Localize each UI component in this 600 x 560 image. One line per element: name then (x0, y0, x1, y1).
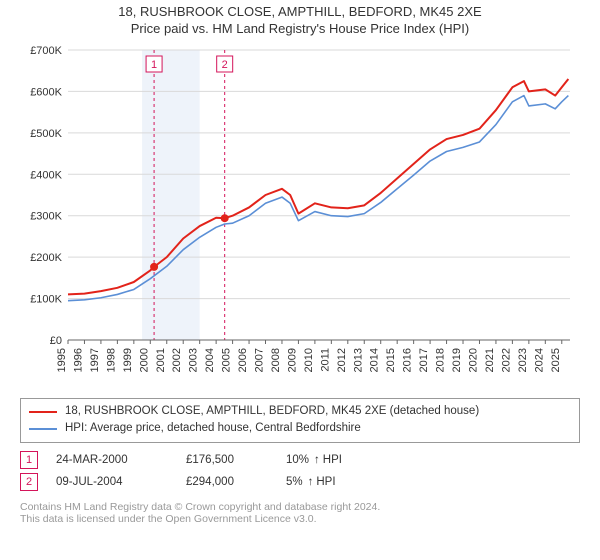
x-tick-label: 2020 (467, 348, 479, 372)
title-block: 18, RUSHBROOK CLOSE, AMPTHILL, BEDFORD, … (0, 0, 600, 36)
x-tick-label: 2001 (155, 348, 167, 372)
footer-line-2: This data is licensed under the Open Gov… (20, 513, 580, 525)
chart-title: 18, RUSHBROOK CLOSE, AMPTHILL, BEDFORD, … (0, 4, 600, 19)
sale-hpi: 5% ↑HPI (286, 476, 336, 488)
arrow-up-icon: ↑ (314, 454, 320, 466)
x-tick-label: 2004 (204, 348, 216, 372)
y-tick-label: £600K (30, 86, 62, 98)
sale-hpi-pct: 10% (286, 454, 309, 466)
footer-line-1: Contains HM Land Registry data © Crown c… (20, 501, 580, 513)
x-tick-label: 2022 (500, 348, 512, 372)
x-tick-label: 2002 (171, 348, 183, 372)
y-tick-label: £500K (30, 128, 62, 140)
chart-area: £0 £100K £200K £300K £400K £500K £600K £700K 1 2 1… (20, 42, 580, 392)
sale-hpi-pct: 5% (286, 476, 303, 488)
x-tick-label: 2005 (221, 348, 233, 372)
sales-table: 124-MAR-2000£176,50010%↑HPI209-JUL-2004£… (20, 449, 580, 493)
legend-label: 18, RUSHBROOK CLOSE, AMPTHILL, BEDFORD, … (65, 403, 479, 420)
x-tick-label: 1996 (72, 348, 84, 372)
x-tick-label: 2024 (533, 348, 545, 372)
y-tick-label: £100K (30, 294, 62, 306)
x-tick-label: 2008 (270, 348, 282, 372)
chart-container: 18, RUSHBROOK CLOSE, AMPTHILL, BEDFORD, … (0, 0, 600, 560)
sale-date: 09-JUL-2004 (56, 476, 186, 488)
x-tick-label: 2016 (402, 348, 414, 372)
sale-price: £294,000 (186, 476, 286, 488)
x-tick-label: 2021 (484, 348, 496, 372)
sale-hpi-label: HPI (323, 454, 342, 466)
sale-marker-badge: 1 (151, 59, 157, 71)
footer-attribution: Contains HM Land Registry data © Crown c… (20, 501, 580, 525)
x-tick-label: 2011 (319, 348, 331, 372)
x-tick-label: 2018 (435, 348, 447, 372)
legend-swatch (29, 428, 57, 430)
sale-hpi: 10% ↑HPI (286, 454, 342, 466)
x-tick-label: 2014 (369, 348, 381, 372)
sale-hpi-label: HPI (316, 476, 335, 488)
sale-marker-badge: 2 (222, 59, 228, 71)
x-tick-label: 2025 (550, 348, 562, 372)
x-tick-label: 2010 (303, 348, 315, 372)
x-tick-label: 2012 (336, 348, 348, 372)
sale-row: 2 09-JUL-2004£294,0005% ↑HPI (20, 471, 580, 493)
sale-row: 1 24-MAR-2000£176,50010% ↑HPI (20, 449, 580, 471)
arrow-up-icon: ↑ (308, 476, 314, 488)
legend-swatch (29, 411, 57, 413)
x-tick-label: 1997 (89, 348, 101, 372)
legend-item: HPI: Average price, detached house, Cent… (29, 420, 571, 437)
legend: 18, RUSHBROOK CLOSE, AMPTHILL, BEDFORD, … (20, 398, 580, 443)
x-tick-label: 2003 (188, 348, 200, 372)
y-tick-label: £0 (50, 335, 62, 347)
sale-badge: 2 (20, 473, 38, 491)
sale-date: 24-MAR-2000 (56, 454, 186, 466)
y-tick-label: £300K (30, 211, 62, 223)
x-tick-label: 2017 (418, 348, 430, 372)
sale-price: £176,500 (186, 454, 286, 466)
x-tick-label: 2000 (138, 348, 150, 372)
sale-badge: 1 (20, 451, 38, 469)
y-tick-label: £700K (30, 45, 62, 57)
legend-item: 18, RUSHBROOK CLOSE, AMPTHILL, BEDFORD, … (29, 403, 571, 420)
x-tick-label: 2015 (385, 348, 397, 372)
x-tick-label: 2013 (352, 348, 364, 372)
x-tick-label: 2007 (254, 348, 266, 372)
chart-subtitle: Price paid vs. HM Land Registry's House … (0, 21, 600, 36)
line-chart-svg: £0 £100K £200K £300K £400K £500K £600K £700K 1 2 1… (20, 42, 580, 392)
y-tick-label: £200K (30, 252, 62, 264)
x-tick-label: 2023 (517, 348, 529, 372)
x-tick-label: 1995 (56, 348, 68, 372)
x-tick-label: 2009 (286, 348, 298, 372)
x-tick-label: 2006 (237, 348, 249, 372)
legend-label: HPI: Average price, detached house, Cent… (65, 420, 361, 437)
y-tick-label: £400K (30, 169, 62, 181)
x-tick-label: 2019 (451, 348, 463, 372)
x-tick-label: 1999 (122, 348, 134, 372)
x-tick-label: 1998 (105, 348, 117, 372)
